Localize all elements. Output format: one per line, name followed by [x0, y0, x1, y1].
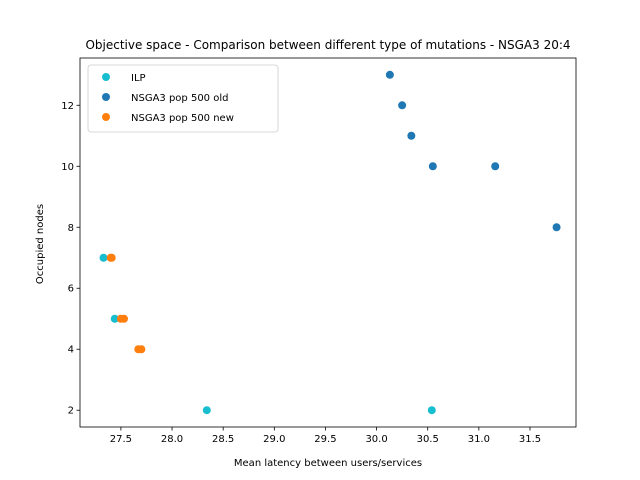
- y-axis-label: Occupied nodes: [35, 204, 46, 284]
- x-axis-ticks: 27.5 28.0 28.5 29.0 29.5 30.0 30.5 31.0 31.5: [110, 427, 541, 445]
- point-series-0: [427, 406, 436, 415]
- y-tick-label: 8: [68, 223, 74, 234]
- y-tick-label: 10: [61, 162, 74, 173]
- point-series-1: [385, 70, 394, 79]
- y-tick-label: 6: [68, 284, 74, 295]
- point-series-2: [107, 253, 116, 262]
- x-axis-label: Mean latency between users/services: [234, 458, 422, 469]
- y-tick-label: 2: [68, 406, 74, 417]
- point-series-1: [407, 131, 416, 140]
- point-series-0: [99, 253, 108, 262]
- x-tick-label: 29.0: [263, 434, 285, 445]
- point-series-1: [398, 101, 407, 110]
- legend: ILP NSGA3 pop 500 old NSGA3 pop 500 new: [87, 64, 279, 133]
- point-series-2: [119, 314, 128, 323]
- y-tick-label: 12: [61, 101, 74, 112]
- x-tick-label: 31.0: [468, 434, 490, 445]
- x-tick-label: 28.0: [161, 434, 183, 445]
- point-series-1: [552, 223, 561, 232]
- legend-label: NSGA3 pop 500 new: [131, 113, 234, 124]
- legend-marker: [102, 113, 110, 121]
- x-tick-label: 30.5: [417, 434, 439, 445]
- x-tick-label: 29.5: [314, 434, 336, 445]
- legend-marker: [102, 93, 110, 101]
- legend-label: ILP: [131, 73, 146, 84]
- legend-box: [87, 64, 279, 133]
- legend-marker: [102, 73, 110, 81]
- chart-title: Objective space - Comparison between dif…: [85, 38, 570, 52]
- point-series-1: [491, 162, 500, 171]
- point-series-1: [428, 162, 437, 171]
- y-axis-ticks: 2 4 6 8 10 12: [61, 101, 80, 417]
- data-points: [99, 70, 561, 415]
- x-tick-label: 28.5: [212, 434, 234, 445]
- point-series-2: [137, 345, 146, 354]
- x-tick-label: 31.5: [519, 434, 541, 445]
- point-series-0: [202, 406, 211, 415]
- legend-label: NSGA3 pop 500 old: [131, 93, 228, 104]
- x-tick-label: 27.5: [110, 434, 132, 445]
- x-tick-label: 30.0: [365, 434, 387, 445]
- point-series-0: [110, 314, 119, 323]
- y-tick-label: 4: [68, 345, 74, 356]
